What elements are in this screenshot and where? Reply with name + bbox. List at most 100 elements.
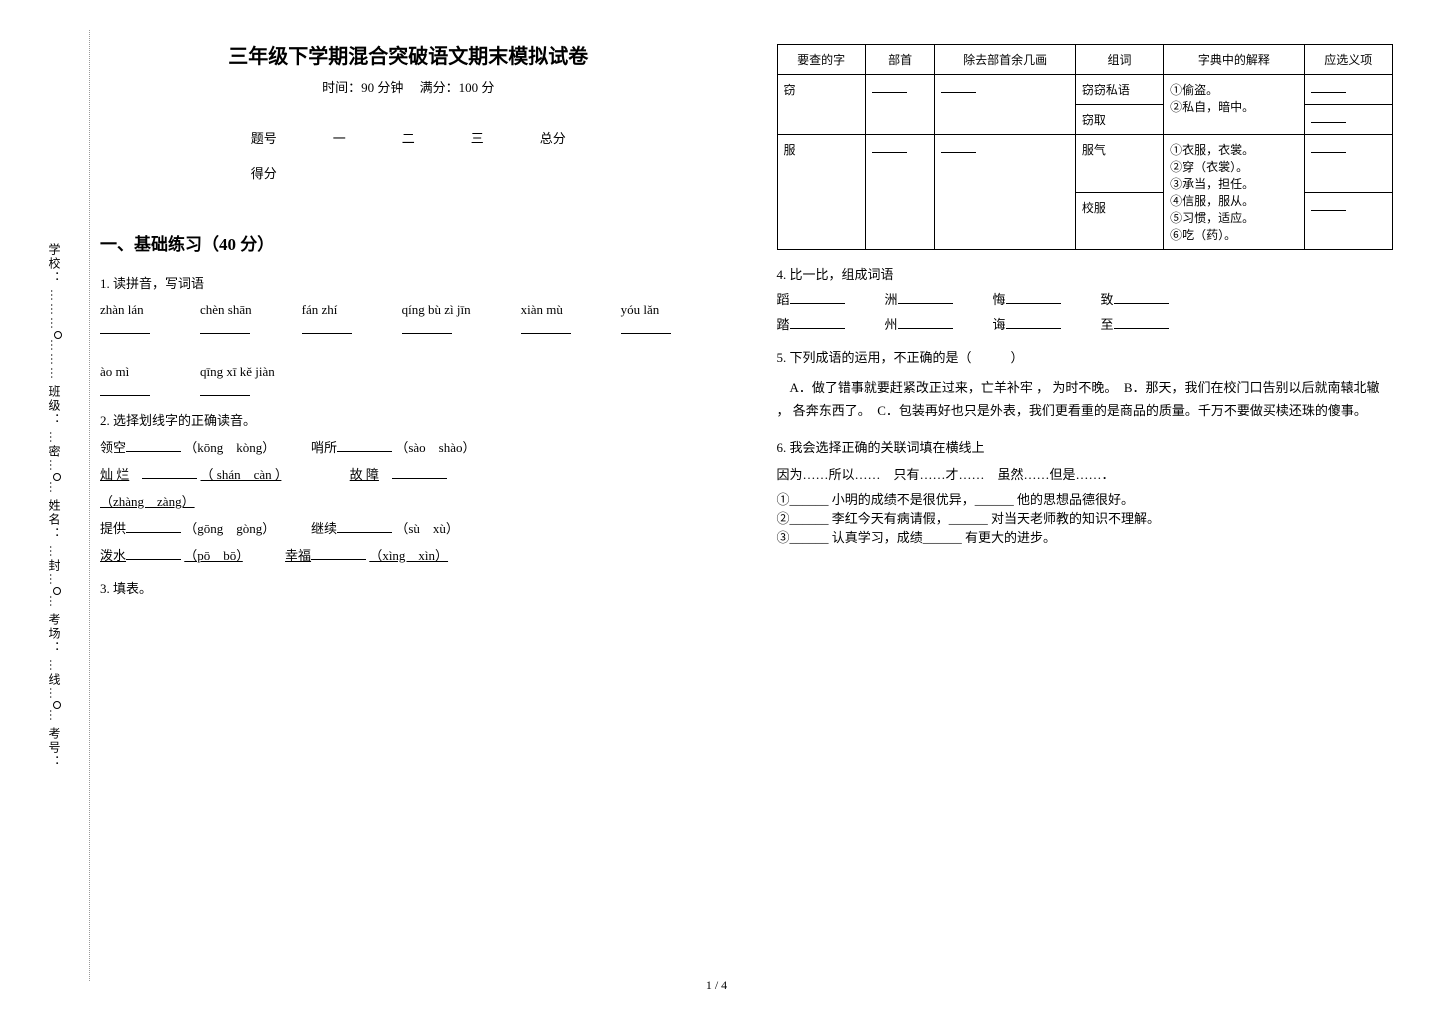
pinyin-item: fán zhí — [302, 302, 352, 334]
cell[interactable] — [935, 75, 1075, 135]
pinyin-item: zhàn lán — [100, 302, 150, 334]
cell[interactable] — [865, 135, 935, 250]
cell: 服 — [777, 135, 865, 250]
cell[interactable] — [865, 75, 935, 135]
answer-blank[interactable] — [898, 291, 953, 304]
answer-blank[interactable] — [521, 320, 571, 334]
answer-blank[interactable] — [1006, 316, 1061, 329]
cell — [512, 155, 594, 190]
section-heading: 一、基础练习（40 分） — [100, 230, 717, 255]
question-5: 5. 下列成语的运用，不正确的是（ ） A．做了错事就要赶紧改正过来，亡羊补牢 … — [777, 347, 1394, 423]
pinyin-item: chèn shān — [200, 302, 252, 334]
pinyin-grid: zhàn lán chèn shān fán zhí qíng bù zì jī… — [100, 302, 717, 396]
cell: 校服 — [1075, 192, 1163, 250]
reading-row: （zhàng zàng） — [100, 491, 717, 510]
answer-blank[interactable] — [126, 547, 181, 560]
time-label: 时间：90 分钟 — [322, 80, 403, 95]
binding-strip: 学校： ……………… 班级： …密…… 姓名： …封…… 考场： …线…… 考号… — [20, 30, 90, 981]
q3-label: 3. 填表。 — [100, 578, 717, 597]
cell: 一 — [305, 120, 374, 155]
answer-blank[interactable] — [200, 320, 250, 334]
exam-subtitle: 时间：90 分钟 满分：100 分 — [100, 77, 717, 96]
page-number: 1 / 4 — [706, 978, 727, 993]
compare-row: 蹈 洲 悔 致 — [777, 289, 1394, 308]
cell[interactable] — [1304, 75, 1392, 105]
answer-blank[interactable] — [1114, 316, 1169, 329]
table-row: 题号 一 二 三 总分 — [223, 120, 594, 155]
strip-label: 学校： — [46, 243, 63, 285]
answer-blank[interactable] — [200, 382, 250, 396]
cell[interactable] — [1304, 192, 1392, 250]
right-column: 要查的字 部首 除去部首余几画 组词 字典中的解释 应选义项 窃 窃窃私语 ①偷… — [777, 40, 1394, 607]
cell: 服气 — [1075, 135, 1163, 193]
answer-blank[interactable] — [311, 547, 366, 560]
left-column: 三年级下学期混合突破语文期末模拟试卷 时间：90 分钟 满分：100 分 题号 … — [100, 40, 717, 607]
cell[interactable] — [1304, 135, 1392, 193]
reading-row: 泼水 （pō bō） 幸福 （xìng xìn） — [100, 545, 717, 564]
cell — [443, 155, 512, 190]
answer-blank[interactable] — [126, 439, 181, 452]
q5-label: 5. 下列成语的运用，不正确的是（ ） — [777, 347, 1394, 366]
pinyin-item: xiàn mù — [521, 302, 571, 334]
q2-label: 2. 选择划线字的正确读音。 — [100, 410, 717, 429]
dictionary-table: 要查的字 部首 除去部首余几画 组词 字典中的解释 应选义项 窃 窃窃私语 ①偷… — [777, 44, 1394, 250]
strip-sep: …密…… — [46, 431, 63, 495]
table-row: 要查的字 部首 除去部首余几画 组词 字典中的解释 应选义项 — [777, 45, 1393, 75]
cell: 得分 — [223, 155, 305, 190]
strip-label: 考场： — [46, 613, 63, 655]
answer-blank[interactable] — [790, 291, 845, 304]
answer-blank[interactable] — [1114, 291, 1169, 304]
q6-choices: 因为……所以…… 只有……才…… 虽然……但是……． — [777, 464, 1394, 483]
exam-title: 三年级下学期混合突破语文期末模拟试卷 — [100, 40, 717, 69]
pinyin-item: yóu lǎn — [621, 302, 671, 334]
q6-label: 6. 我会选择正确的关联词填在横线上 — [777, 437, 1394, 456]
answer-blank[interactable] — [302, 320, 352, 334]
strip-sep: ……………… — [47, 289, 62, 381]
q1-label: 1. 读拼音，写词语 — [100, 273, 717, 292]
answer-blank[interactable] — [100, 320, 150, 334]
col-header: 除去部首余几画 — [935, 45, 1075, 75]
answer-blank[interactable] — [1006, 291, 1061, 304]
answer-blank[interactable] — [126, 520, 181, 533]
answer-blank[interactable] — [142, 466, 197, 479]
col-header: 部首 — [865, 45, 935, 75]
answer-blank[interactable] — [392, 466, 447, 479]
question-3: 3. 填表。 — [100, 578, 717, 597]
cell: 题号 — [223, 120, 305, 155]
cell: ①衣服，衣裳。 ②穿（衣裳）。 ③承当，担任。 ④信服，服从。 ⑤习惯，适应。 … — [1164, 135, 1304, 250]
reading-row: 提供 （gōng gòng） 继续 （sù xù） — [100, 518, 717, 537]
answer-blank[interactable] — [790, 316, 845, 329]
pinyin-item: qīng xī kě jiàn — [200, 364, 275, 396]
answer-blank[interactable] — [337, 439, 392, 452]
table-row: 服 服气 ①衣服，衣裳。 ②穿（衣裳）。 ③承当，担任。 ④信服，服从。 ⑤习惯… — [777, 135, 1393, 193]
score-table: 题号 一 二 三 总分 得分 — [223, 120, 594, 190]
q6-item: ①______ 小明的成绩不是很优异，______ 他的思想品德很好。 — [777, 489, 1394, 508]
answer-blank[interactable] — [898, 316, 953, 329]
question-2: 2. 选择划线字的正确读音。 领空 （kōng kòng） 哨所 （sào sh… — [100, 410, 717, 564]
strip-label: 姓名： — [46, 499, 63, 541]
cell: 窃 — [777, 75, 865, 135]
cell — [305, 155, 374, 190]
page-columns: 三年级下学期混合突破语文期末模拟试卷 时间：90 分钟 满分：100 分 题号 … — [100, 40, 1393, 607]
compare-row: 踏 州 诲 至 — [777, 314, 1394, 333]
reading-row: 灿 烂 （ shán càn ） 故 障 — [100, 464, 717, 483]
pinyin-item: qíng bù zì jīn — [402, 302, 471, 334]
strip-label: 班级： — [46, 385, 63, 427]
q6-item: ③______ 认真学习，成绩______ 有更大的进步。 — [777, 527, 1394, 546]
cell — [374, 155, 443, 190]
cell: 三 — [443, 120, 512, 155]
q5-options: A．做了错事就要赶紧改正过来，亡羊补牢 ， 为时不晚。 B．那天，我们在校门口告… — [777, 376, 1394, 423]
cell[interactable] — [935, 135, 1075, 250]
question-6: 6. 我会选择正确的关联词填在横线上 因为……所以…… 只有……才…… 虽然……… — [777, 437, 1394, 546]
table-row: 得分 — [223, 155, 594, 190]
answer-blank[interactable] — [621, 320, 671, 334]
answer-blank[interactable] — [337, 520, 392, 533]
strip-label: 考号： — [46, 727, 63, 769]
answer-blank[interactable] — [100, 382, 150, 396]
cell: ①偷盗。 ②私自，暗中。 — [1164, 75, 1304, 135]
cell: 窃取 — [1075, 105, 1163, 135]
answer-blank[interactable] — [402, 320, 452, 334]
cell[interactable] — [1304, 105, 1392, 135]
fullscore-label: 满分：100 分 — [420, 80, 495, 95]
col-header: 组词 — [1075, 45, 1163, 75]
